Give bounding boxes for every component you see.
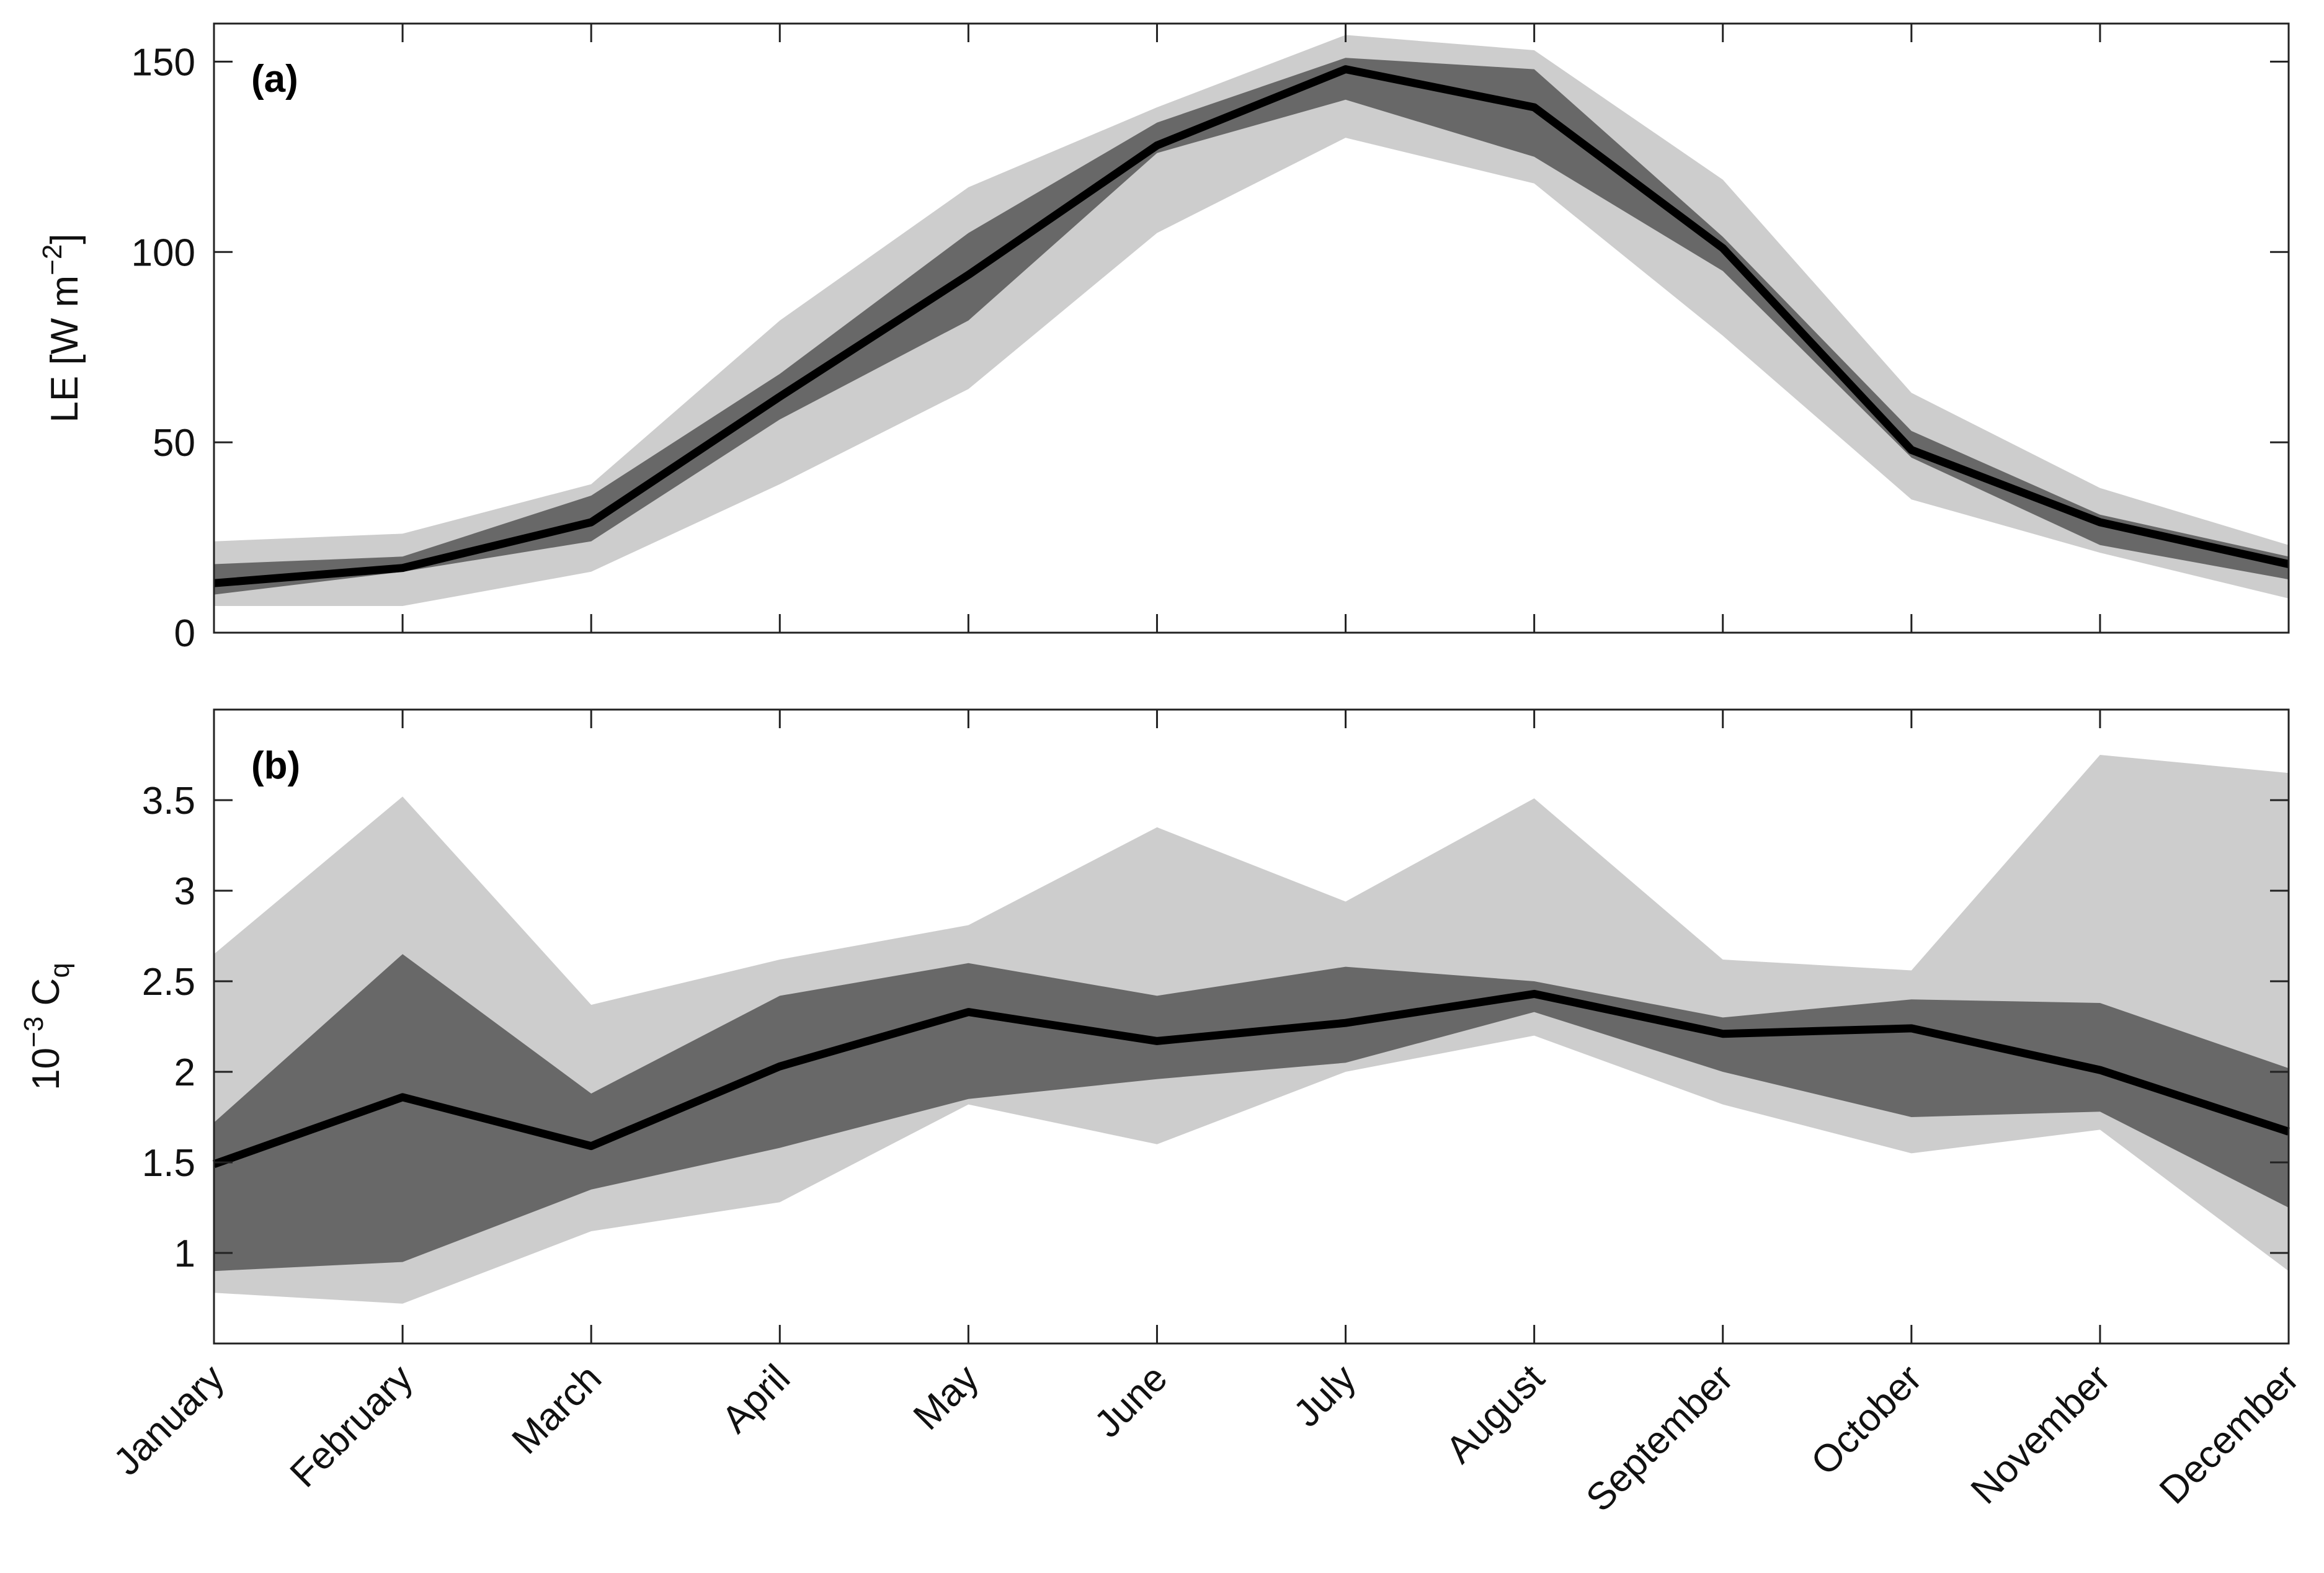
panel-b-y-axis-label-exponent: −3 [19, 1017, 49, 1048]
panel-a-y-tick-label: 150 [131, 41, 195, 84]
panel-a-bands [214, 35, 2289, 606]
panel-a-le: 0 50 100 150 (a) LE [W m−2] [37, 22, 2290, 655]
panel-b-y-axis-label-base: 10 [25, 1048, 68, 1090]
panel-a-y-axis-label-main: LE [W m [43, 275, 86, 423]
panel-b-y-tick-label: 2.5 [142, 961, 195, 1004]
panel-b-y-tick-label: 3 [174, 870, 195, 913]
panel-a-y-axis-label-close: ] [43, 233, 86, 244]
panel-b-cq: 1 1.5 2 2.5 3 3.5 (b) 10−3 Cq [19, 708, 2291, 1345]
panel-b-y-axis-label-subscript: q [45, 963, 75, 978]
panel-a-plot-frame [213, 22, 2290, 634]
panel-a-y-tick-label: 0 [174, 612, 195, 655]
panel-a-mean-line-group [213, 65, 2290, 587]
panel-b-y-axis-label: 10−3 Cq [19, 963, 75, 1090]
panel-b-mean-line-group [212, 989, 2291, 1169]
panel-a-y-tick-label: 50 [153, 422, 195, 465]
panel-a-label: (a) [251, 58, 298, 100]
panel-a-band-outer-range [214, 35, 2289, 606]
panel-a-y-axis-label-exponent: −2 [37, 244, 68, 275]
panel-a-y-axis-label: LE [W m−2] [37, 233, 86, 422]
panel-b-ticks: 1 1.5 2 2.5 3 3.5 [142, 710, 2289, 1344]
panel-b-y-tick-label: 2 [174, 1051, 195, 1094]
panel-b-y-axis-label-symbol: C [25, 978, 68, 1017]
panel-a-y-tick-label: 100 [131, 231, 195, 274]
panel-b-label: (b) [251, 744, 300, 787]
panel-b-y-tick-label: 1.5 [142, 1142, 195, 1185]
panel-b-y-tick-label: 3.5 [142, 780, 195, 822]
panel-b-y-tick-label: 1 [174, 1232, 195, 1275]
panel-a-ticks: 0 50 100 150 [131, 24, 2289, 655]
panel-b-plot-frame [213, 708, 2290, 1345]
panel-b-mean-line [212, 989, 2291, 1169]
panel-a-mean-line [213, 65, 2290, 587]
